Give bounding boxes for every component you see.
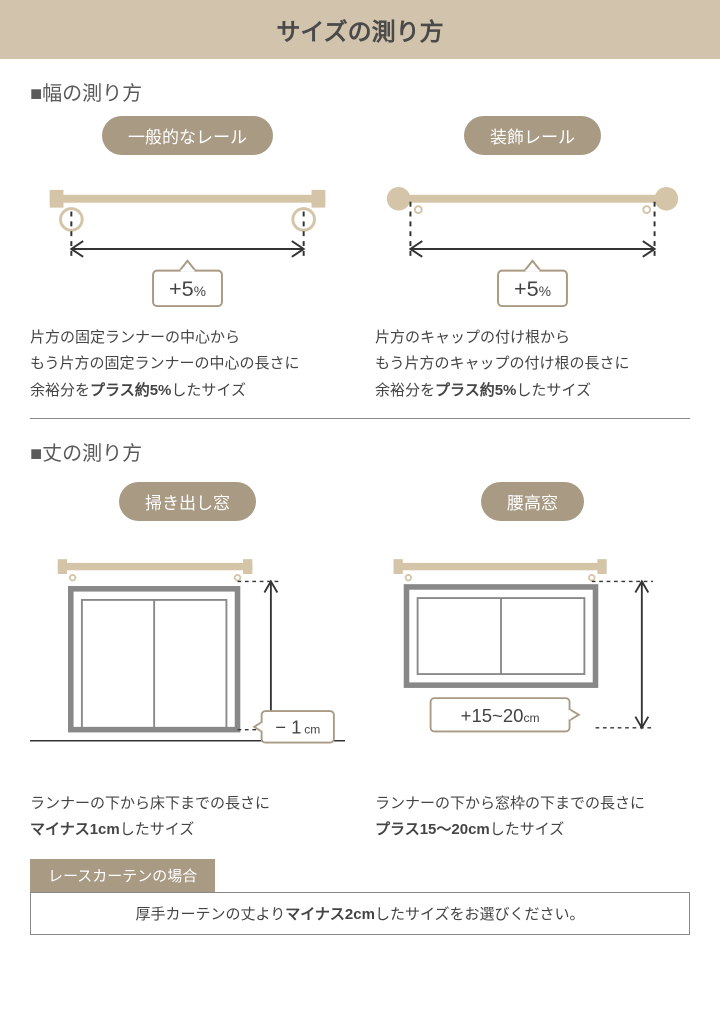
width-heading: ■幅の測り方 — [0, 59, 720, 116]
chip-floor-window: 掃き出し窓 — [119, 482, 256, 521]
lace-box: 厚手カーテンの丈よりマイナス2cmしたサイズをお選びください。 — [30, 892, 690, 935]
diagram-floor-window: − 1cm — [30, 537, 345, 787]
height-right-col: 腰高窓 +15~20cm — [375, 482, 690, 844]
diagram-decorative-rail: +5% — [375, 171, 690, 321]
chip-decorative-rail: 装飾レール — [464, 116, 601, 155]
chip-standard-rail: 一般的なレール — [102, 116, 273, 155]
diagram-standard-rail: +5% — [30, 171, 345, 321]
width-left-col: 一般的なレール +5% — [30, 116, 345, 404]
desc-decorative-rail: 片方のキャップの付け根から もう片方のキャップの付け根の長さに 余裕分をプラス約… — [375, 325, 630, 404]
height-row: 掃き出し窓 — [0, 476, 720, 844]
height-left-col: 掃き出し窓 — [30, 482, 345, 844]
page-title: サイズの測り方 — [0, 0, 720, 59]
desc-standard-rail: 片方の固定ランナーの中心から もう片方の固定ランナーの中心の長さに 余裕分をプラ… — [30, 325, 300, 404]
chip-waist-window: 腰高窓 — [481, 482, 584, 521]
lace-tag: レースカーテンの場合 — [30, 859, 215, 892]
height-heading: ■丈の測り方 — [0, 419, 720, 476]
diagram-waist-window: +15~20cm — [375, 537, 690, 787]
desc-waist-window: ランナーの下から窓枠の下までの長さに プラス15～20cmしたサイズ — [375, 791, 645, 844]
width-row: 一般的なレール +5% — [0, 116, 720, 404]
desc-floor-window: ランナーの下から床下までの長さに マイナス1cmしたサイズ — [30, 791, 270, 844]
width-right-col: 装飾レール +5% — [375, 116, 690, 404]
